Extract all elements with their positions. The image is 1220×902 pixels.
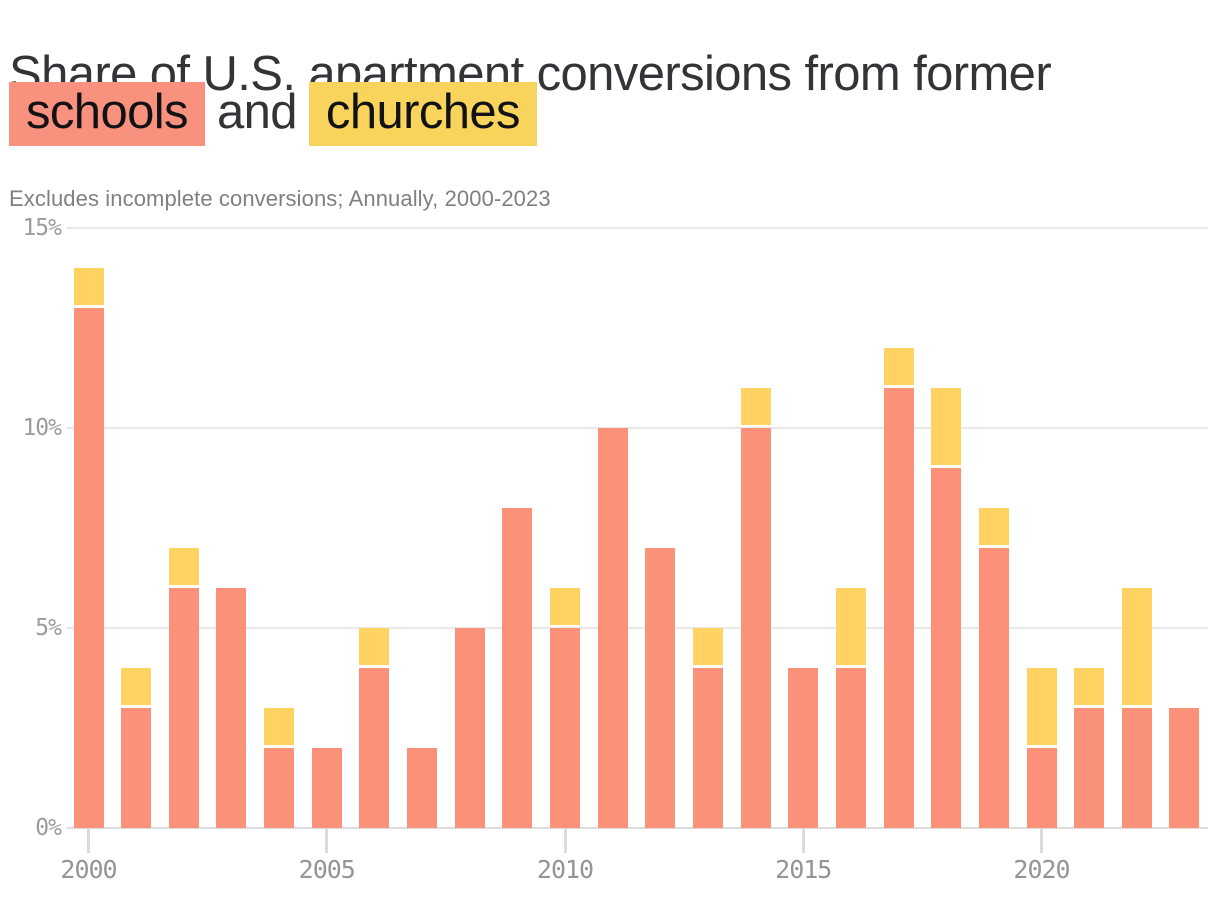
bar-segment-schools-2005	[311, 748, 342, 828]
gridline-15%	[67, 227, 1208, 229]
bar-segment-schools-2016	[835, 668, 866, 828]
y-axis-label: 15%	[22, 215, 62, 241]
bar-segment-churches-2000	[73, 268, 104, 305]
bar-segment-churches-2006	[359, 628, 390, 665]
bar-segment-schools-2012	[645, 548, 676, 828]
x-axis-label-2010: 2010	[536, 855, 594, 884]
bar-segment-schools-2020	[1026, 748, 1057, 828]
title-connector: and	[216, 85, 298, 139]
bar-2002	[168, 548, 199, 828]
chart-title-line2: schools and churches	[9, 82, 537, 146]
churches-legend-highlight: churches	[308, 82, 537, 146]
bar-2009	[502, 508, 533, 828]
bar-segment-churches-2017	[883, 348, 914, 385]
bar-segment-schools-2023	[1169, 708, 1200, 828]
bar-2019	[978, 508, 1009, 828]
bar-segment-schools-2001	[121, 708, 152, 828]
bar-segment-schools-2000	[73, 308, 104, 828]
bar-2015	[788, 668, 819, 828]
bar-segment-schools-2007	[407, 748, 438, 828]
bar-segment-schools-2013	[692, 668, 723, 828]
x-axis-label-2005: 2005	[298, 855, 356, 884]
bar-segment-schools-2022	[1121, 708, 1152, 828]
bar-2014	[740, 388, 771, 828]
bar-segment-churches-2020	[1026, 668, 1057, 745]
bar-segment-schools-2021	[1074, 708, 1105, 828]
bar-2011	[597, 428, 628, 828]
bar-segment-schools-2009	[502, 508, 533, 828]
bar-segment-schools-2003	[216, 588, 247, 828]
bar-segment-churches-2021	[1074, 668, 1105, 705]
bar-2008	[454, 628, 485, 828]
bar-2017	[883, 348, 914, 828]
y-axis-label: 10%	[22, 415, 62, 441]
bar-segment-schools-2010	[550, 628, 580, 828]
bar-2004	[264, 708, 295, 828]
x-axis-label-2020: 2020	[1013, 855, 1070, 884]
bar-segment-schools-2017	[883, 388, 914, 828]
x-axis-label-2015: 2015	[775, 855, 832, 884]
x-axis-tick-2005	[325, 829, 329, 853]
bar-segment-churches-2004	[264, 708, 295, 745]
bar-segment-churches-2010	[550, 588, 580, 625]
bar-2022	[1121, 588, 1152, 828]
bar-segment-churches-2022	[1121, 588, 1152, 705]
bar-segment-schools-2006	[359, 668, 390, 828]
bar-segment-churches-2002	[168, 548, 199, 585]
y-axis-label: 0%	[35, 815, 62, 841]
bar-segment-churches-2019	[978, 508, 1009, 545]
bar-2003	[216, 588, 247, 828]
chart-subtitle: Excludes incomplete conversions; Annuall…	[9, 186, 551, 211]
bar-2021	[1074, 668, 1105, 828]
bar-2018	[931, 388, 962, 828]
bar-segment-schools-2002	[168, 588, 199, 828]
bar-2000	[73, 268, 104, 828]
x-axis-tick-2020	[1040, 829, 1043, 853]
bar-2007	[407, 748, 438, 828]
y-axis-label: 5%	[35, 615, 62, 641]
bar-2023	[1169, 708, 1200, 828]
gridline-5%	[67, 627, 1208, 629]
bar-2010	[550, 588, 580, 828]
bar-segment-churches-2001	[121, 668, 152, 705]
bar-segment-schools-2004	[264, 748, 295, 828]
bar-2020	[1026, 668, 1057, 828]
bar-segment-schools-2014	[740, 428, 771, 828]
bar-segment-schools-2011	[597, 428, 628, 828]
bar-2013	[692, 628, 723, 828]
bar-segment-schools-2008	[454, 628, 485, 828]
bar-segment-churches-2018	[931, 388, 962, 465]
bar-segment-schools-2018	[931, 468, 962, 828]
bar-segment-schools-2015	[788, 668, 819, 828]
x-axis-label-2000: 2000	[60, 855, 117, 884]
x-axis-baseline	[67, 827, 1208, 829]
bar-2016	[835, 588, 866, 828]
bar-segment-churches-2013	[692, 628, 723, 665]
bar-2005	[311, 748, 342, 828]
x-axis-tick-2010	[563, 829, 567, 853]
bar-segment-churches-2014	[740, 388, 771, 425]
x-axis-tick-2015	[801, 829, 805, 853]
gridline-10%	[67, 427, 1208, 429]
bar-2012	[645, 548, 676, 828]
bar-2001	[121, 668, 152, 828]
bar-segment-schools-2019	[978, 548, 1009, 828]
bar-segment-churches-2016	[835, 588, 866, 665]
x-axis-tick-2000	[87, 829, 90, 853]
bar-2006	[359, 628, 390, 828]
schools-legend-highlight: schools	[9, 82, 205, 146]
